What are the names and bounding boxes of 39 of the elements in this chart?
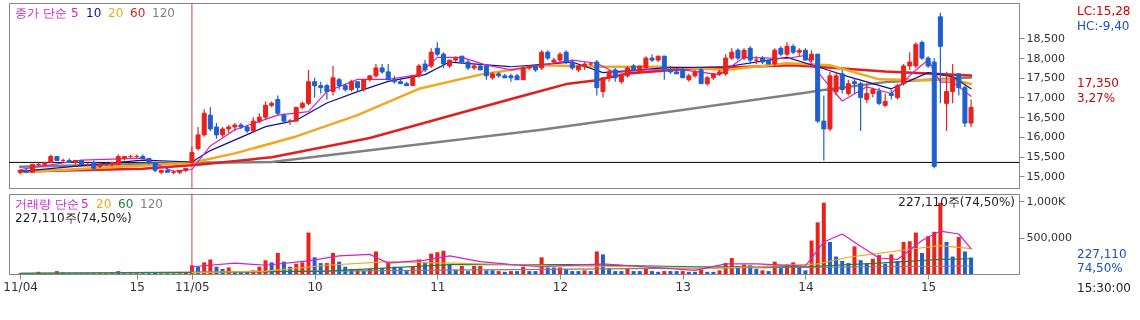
y-tick-label: 15,000 [1026, 169, 1065, 183]
x-tick-label: 11 [430, 279, 446, 294]
text: 5 [71, 6, 79, 20]
text: 10 [86, 6, 102, 20]
text: 120 [152, 6, 175, 20]
x-tick-label: 11/05 [175, 279, 210, 294]
x-tick-label: 15 [920, 279, 937, 294]
y-tick-label: 16,500 [1026, 110, 1065, 124]
legend-title: 거래량 단순 [15, 197, 79, 211]
x-tick-label: 12 [552, 279, 569, 294]
y-tick-label: 18,000 [1026, 51, 1065, 65]
x-tick-label: 11/04 [3, 279, 38, 294]
annotation: 227,110주(74,50%) [15, 211, 132, 225]
text: 15:30:00 [1077, 281, 1131, 295]
text: HC:-9,40 [1077, 19, 1130, 33]
y-tick-label: 1,000K [1026, 194, 1066, 208]
text: 3,27% [1077, 91, 1116, 105]
text: 17,350 [1077, 76, 1119, 90]
y-tick-label: 15,500 [1026, 150, 1065, 164]
y-tick-label: 500,000 [1026, 231, 1072, 245]
x-tick-label: 10 [307, 279, 323, 294]
text: 60 [118, 197, 134, 211]
y-tick-label: 16,000 [1026, 130, 1065, 144]
text: 20 [96, 197, 112, 211]
y-tick-label: 17,500 [1026, 71, 1065, 85]
text: 227,110 [1077, 247, 1127, 261]
x-tick-label: 13 [675, 279, 691, 294]
text: 74,50% [1077, 261, 1123, 275]
annotation: 227,110주(74,50%) [898, 195, 1015, 209]
x-tick-label: 15 [129, 279, 145, 294]
text: 20 [108, 6, 124, 20]
legend-title: 종가 단순 [15, 6, 67, 20]
x-tick-label: 14 [798, 279, 814, 294]
text: 5 [81, 197, 89, 211]
text: 60 [130, 6, 146, 20]
text: 120 [140, 197, 163, 211]
y-tick-label: 18,500 [1026, 31, 1065, 45]
y-tick-label: 17,000 [1026, 90, 1065, 104]
text: LC:15,28 [1077, 4, 1131, 18]
